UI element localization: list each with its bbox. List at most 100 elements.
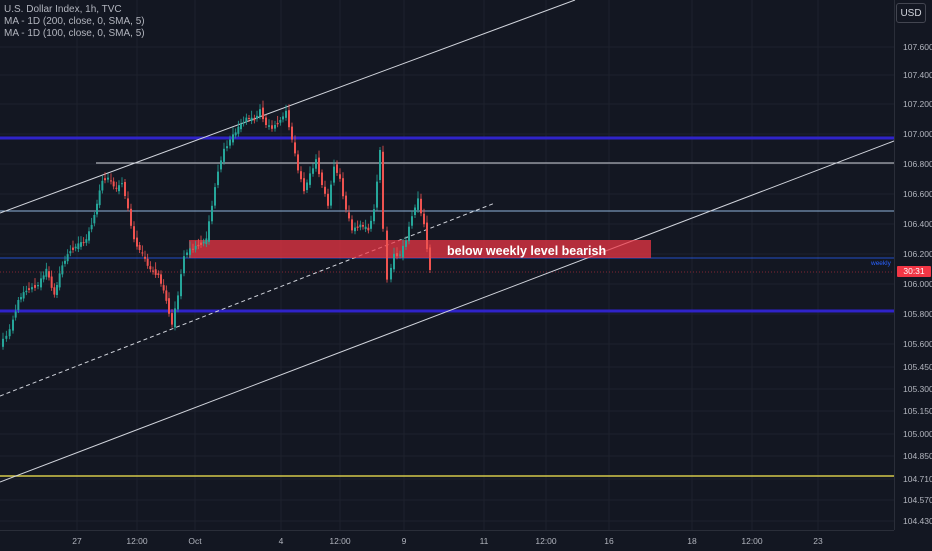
candle-body: [146, 258, 149, 266]
candle-body: [61, 265, 64, 275]
price-tick: 106.200: [903, 249, 932, 259]
candle-body: [72, 247, 74, 250]
candle-body: [2, 338, 4, 347]
candle-body: [200, 242, 202, 245]
time-label: 23: [813, 536, 823, 546]
candle-body: [104, 178, 106, 181]
channel-upper-line[interactable]: [0, 0, 576, 214]
candle-body: [37, 285, 39, 287]
candle-body: [138, 245, 141, 250]
time-axis[interactable]: 27 12:00 Oct 12:00 4 9 11 12:00 16 18 12…: [0, 530, 894, 551]
candle-body: [256, 115, 258, 119]
currency-button[interactable]: USD: [896, 3, 926, 23]
price-tick: 105.000: [903, 429, 932, 439]
zone-annotation-text[interactable]: below weekly level bearish: [447, 244, 607, 258]
price-axis[interactable]: 107.600 107.400 107.200 107.000 106.800 …: [894, 0, 932, 530]
candle-body: [144, 256, 146, 259]
candle-body: [192, 248, 194, 250]
indicator-ma-200[interactable]: MA - 1D (200, close, 0, SMA, 5): [4, 16, 145, 27]
indicator-ma-100[interactable]: MA - 1D (100, close, 0, SMA, 5): [4, 28, 145, 39]
candle-body: [14, 311, 17, 318]
candle-body: [312, 168, 314, 174]
price-tick: 107.000: [903, 129, 932, 139]
price-tick: 106.600: [903, 189, 932, 199]
candle-body: [96, 203, 98, 215]
candle-body: [133, 226, 135, 240]
candle-body: [115, 187, 118, 189]
candle-body: [162, 285, 165, 291]
candle-body: [121, 183, 123, 185]
candle-body: [197, 244, 200, 247]
candle-body: [58, 273, 61, 288]
candle-body: [253, 118, 256, 121]
candle-body: [110, 180, 112, 182]
time-label: 18: [687, 536, 697, 546]
candle-body: [214, 187, 216, 206]
price-tick: 104.710: [903, 474, 932, 484]
candle-body: [168, 298, 170, 314]
candle-body: [88, 231, 90, 241]
candle-body: [282, 116, 284, 120]
candle-body: [426, 222, 428, 250]
candle-body: [285, 110, 287, 118]
candle-body: [112, 181, 115, 187]
candle-body: [232, 134, 234, 143]
candle-body: [240, 123, 242, 130]
price-tick: 105.800: [903, 309, 932, 319]
price-chart[interactable]: [0, 0, 894, 530]
candle-body: [271, 125, 273, 129]
price-tick: 104.570: [903, 495, 932, 505]
time-label: 27: [72, 536, 82, 546]
candle-body: [274, 124, 276, 129]
candle-body: [300, 171, 302, 180]
candle-body: [339, 174, 341, 179]
candle-body: [74, 246, 77, 249]
candle-body: [345, 195, 347, 210]
time-label: 4: [278, 536, 284, 546]
candle-body: [417, 198, 419, 210]
candle-body: [373, 209, 375, 222]
time-label: 16: [604, 536, 614, 546]
candle-body: [28, 288, 30, 290]
candle-body: [234, 132, 237, 136]
candle-body: [82, 242, 85, 244]
candle-body: [141, 252, 144, 254]
candle-body: [77, 243, 80, 250]
candle-body: [93, 215, 96, 224]
candle-body: [321, 172, 323, 185]
candle-body: [124, 182, 126, 196]
channel-mid-line[interactable]: [0, 202, 496, 397]
price-tick: 106.800: [903, 159, 932, 169]
candle-body: [31, 287, 33, 290]
candle-body: [324, 186, 326, 194]
candle-body: [90, 224, 93, 230]
channel-lower-line[interactable]: [0, 140, 894, 483]
candle-body: [423, 213, 425, 225]
candle-body: [265, 117, 267, 125]
candle-body: [411, 216, 413, 226]
candle-body: [183, 256, 185, 274]
candle-body: [208, 221, 210, 242]
price-tick: 105.450: [903, 362, 932, 372]
candle-body: [50, 276, 53, 288]
time-label: 12:00: [741, 536, 763, 546]
candle-body: [85, 239, 88, 243]
candle-body: [5, 335, 8, 339]
candle-body: [217, 171, 219, 186]
symbol-title[interactable]: U.S. Dollar Index, 1h, TVC: [4, 4, 122, 15]
candle-body: [8, 329, 11, 337]
bearish-zone-rect[interactable]: [189, 240, 651, 258]
candle-body: [414, 207, 416, 215]
time-label: 9: [401, 536, 407, 546]
candle-body: [226, 146, 228, 149]
candle-body: [189, 248, 191, 255]
time-label: 11: [479, 536, 489, 546]
candle-body: [379, 150, 381, 180]
candle-body: [165, 290, 168, 301]
candle-body: [276, 122, 279, 125]
candle-body: [149, 266, 152, 270]
candle-body: [342, 178, 344, 197]
candle-body: [20, 297, 22, 300]
candle-body: [211, 205, 213, 222]
price-tick: 105.150: [903, 406, 932, 416]
